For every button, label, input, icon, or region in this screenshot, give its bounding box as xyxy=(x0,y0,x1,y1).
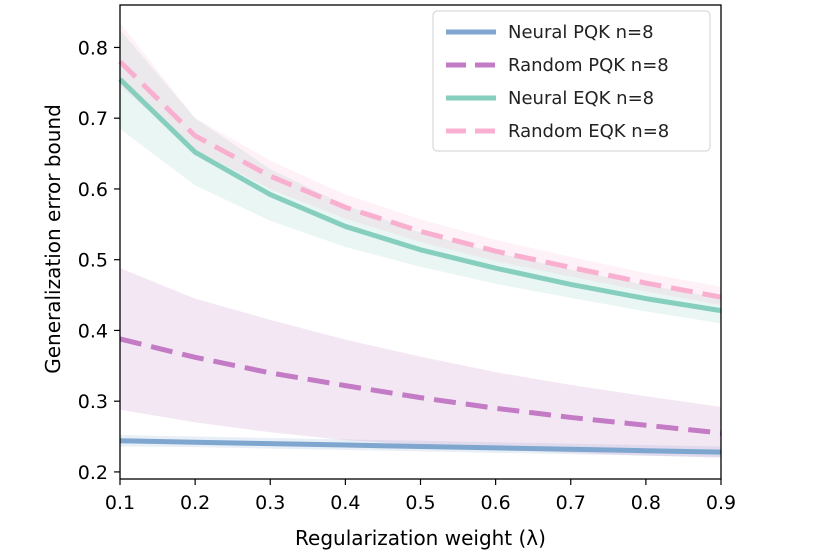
y-tick-label-4: 0.6 xyxy=(78,179,108,201)
series-lines xyxy=(118,59,722,455)
series-line-3 xyxy=(118,59,722,300)
y-axis-ticks: 0.2 0.3 0.4 0.5 0.6 0.7 0.8 xyxy=(78,37,120,484)
legend-label-1: Random PQK n=8 xyxy=(508,55,669,76)
x-axis-ticks: 0.1 0.2 0.3 0.4 0.5 0.6 0.7 0.8 0.9 xyxy=(105,479,736,514)
y-tick-label-1: 0.3 xyxy=(78,391,108,413)
x-tick-label-3: 0.4 xyxy=(330,492,360,514)
y-tick-label-6: 0.8 xyxy=(78,37,108,59)
y-tick-label-2: 0.4 xyxy=(78,320,108,342)
x-tick-label-7: 0.8 xyxy=(631,492,661,514)
legend-label-0: Neural PQK n=8 xyxy=(508,22,654,43)
x-tick-label-1: 0.2 xyxy=(180,492,210,514)
legend-label-3: Random EQK n=8 xyxy=(508,121,669,142)
x-tick-label-4: 0.5 xyxy=(405,492,435,514)
x-tick-label-8: 0.9 xyxy=(706,492,736,514)
series-line-1 xyxy=(119,336,722,436)
legend-label-2: Neural EQK n=8 xyxy=(508,88,654,109)
x-tick-label-6: 0.7 xyxy=(556,492,586,514)
x-tick-label-5: 0.6 xyxy=(481,492,511,514)
y-tick-label-0: 0.2 xyxy=(78,462,108,484)
x-tick-label-2: 0.3 xyxy=(255,492,285,514)
series-line-2 xyxy=(118,77,722,314)
confidence-band-3 xyxy=(120,22,721,305)
x-axis-label: Regularization weight (λ) xyxy=(295,526,546,550)
legend-box xyxy=(432,10,711,152)
y-tick-label-3: 0.5 xyxy=(78,250,108,272)
legend: Neural PQK n=8 Random PQK n=8 Neural EQK n… xyxy=(432,10,711,152)
y-tick-label-5: 0.7 xyxy=(78,108,108,130)
confidence-band-1 xyxy=(120,268,721,458)
series-line-0 xyxy=(119,438,722,455)
y-axis-label: Generalization error bound xyxy=(41,104,65,374)
x-tick-label-0: 0.1 xyxy=(105,492,135,514)
